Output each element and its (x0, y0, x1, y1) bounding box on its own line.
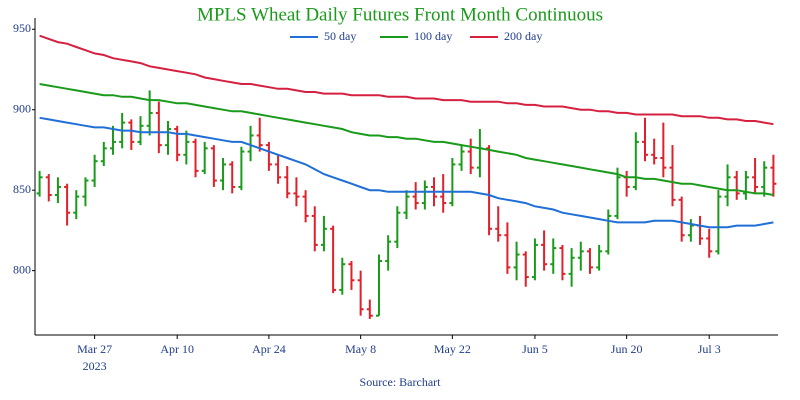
x-tick-label: May 8 (345, 342, 376, 356)
ma-line (39, 83, 774, 196)
x-tick-label: Apr 24 (252, 342, 286, 356)
x-tick-label: Jun 5 (522, 342, 548, 356)
y-tick-label: 900 (13, 101, 31, 115)
year-label: 2023 (83, 359, 107, 373)
ma-line (39, 116, 774, 229)
x-tick-label: Jun 20 (611, 342, 643, 356)
x-tick-label: May 22 (434, 342, 471, 356)
legend-label: 50 day (324, 29, 356, 43)
legend-label: 100 day (414, 29, 452, 43)
x-tick-label: Jul 3 (698, 342, 721, 356)
y-tick-label: 950 (13, 21, 31, 35)
source: Source: Barchart (360, 375, 442, 389)
y-tick-label: 850 (13, 182, 31, 196)
x-tick-label: Apr 10 (160, 342, 194, 356)
chart-title: MPLS Wheat Daily Futures Front Month Con… (197, 4, 603, 25)
ma-line (39, 34, 774, 126)
x-tick-label: Mar 27 (77, 342, 112, 356)
legend-label: 200 day (504, 29, 542, 43)
y-tick-label: 800 (13, 262, 31, 276)
